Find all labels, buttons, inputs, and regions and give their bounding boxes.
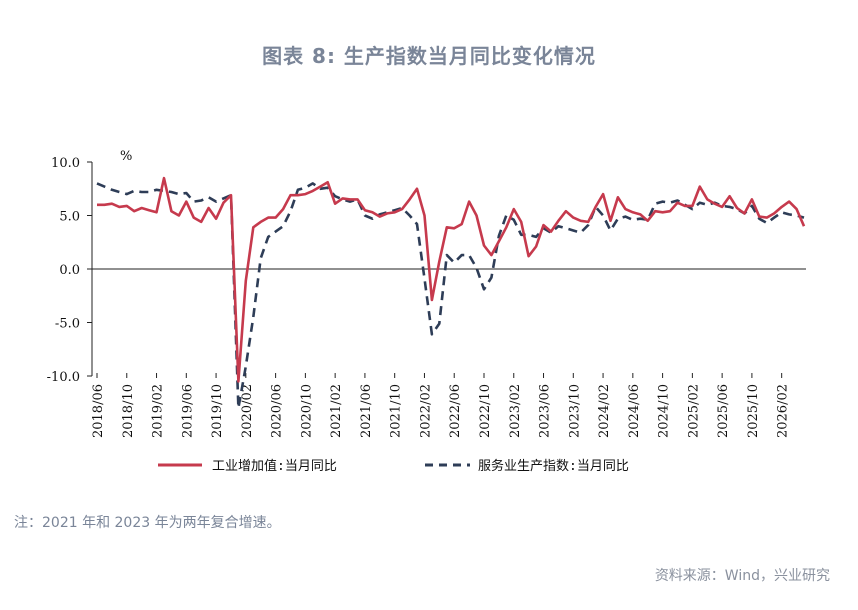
x-tick-label: 2021/06 [359, 384, 374, 438]
x-tick-label: 2020/02 [240, 384, 255, 438]
x-tick-label: 2025/10 [746, 384, 761, 438]
x-tick-label: 2025/06 [716, 384, 731, 438]
x-tick-label: 2025/02 [686, 384, 701, 438]
x-tick-label: 2022/02 [418, 384, 433, 438]
y-tick-label: 0.0 [59, 263, 80, 278]
legend: 工业增加值:当月同比 服务业生产指数:当月同比 [158, 458, 629, 474]
y-tick-label: 5.0 [59, 210, 80, 225]
x-tick-label: 2023/06 [538, 384, 553, 438]
x-tick-label: 2022/10 [478, 384, 493, 438]
x-ticks: 2018/06 2018/10 2019/02 2019/06 2019/10 2020/… [91, 373, 791, 438]
x-tick-label: 2020/06 [270, 384, 285, 438]
x-tick-label: 2019/06 [180, 384, 195, 438]
x-tick-label: 2020/10 [299, 384, 314, 438]
y-tick-label: -10.0 [47, 370, 80, 385]
industrial-line [97, 176, 806, 383]
y-tick-label: -5.0 [55, 317, 80, 332]
x-tick-label: 2023/02 [508, 384, 523, 438]
x-tick-label: 2026/02 [776, 384, 791, 438]
x-tick-label: 2018/10 [121, 384, 136, 438]
x-tick-label: 2024/06 [627, 384, 642, 438]
legend-industrial-label: 工业增加值:当月同比 [212, 458, 337, 474]
y-tick-label: 10.0 [51, 156, 80, 171]
x-tick-label: 2022/06 [448, 384, 463, 438]
y-unit-label: % [120, 149, 132, 164]
chart-title: 图表 8: 生产指数当月同比变化情况 [262, 44, 596, 68]
x-tick-label: 2019/10 [210, 384, 225, 438]
x-tick-label: 2021/10 [389, 384, 404, 438]
series-lines [96, 176, 806, 410]
x-tick-label: 2018/06 [91, 384, 106, 438]
footnote: 注：2021 年和 2023 年为两年复合增速。 [14, 515, 281, 531]
y-ticks: 10.0 5.0 0.0 -5.0 -10.0 [47, 156, 92, 385]
x-tick-label: 2024/02 [597, 384, 612, 438]
x-tick-label: 2023/10 [567, 384, 582, 438]
legend-services-label: 服务业生产指数:当月同比 [478, 458, 629, 474]
source-note: 资料来源：Wind，兴业研究 [654, 568, 830, 584]
x-tick-label: 2019/02 [151, 384, 166, 438]
x-tick-label: 2021/02 [329, 384, 344, 438]
x-tick-label: 2024/10 [657, 384, 672, 438]
